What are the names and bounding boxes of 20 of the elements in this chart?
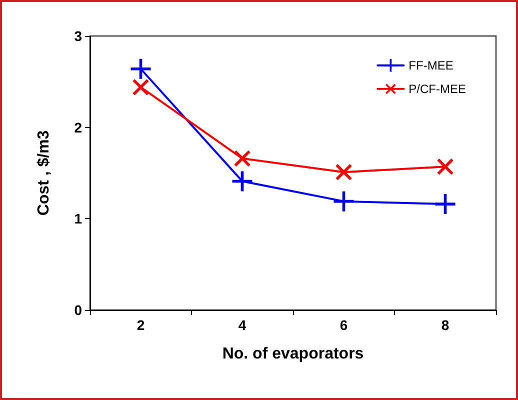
point xyxy=(334,191,354,212)
y-tick-label: 2 xyxy=(74,119,82,136)
point xyxy=(336,164,352,180)
point xyxy=(132,79,149,96)
x-tick-label: 6 xyxy=(340,317,348,333)
point xyxy=(232,171,252,192)
x-tick-label: 8 xyxy=(441,317,450,333)
x-tick-label: 4 xyxy=(238,317,246,333)
x-tick-label: 2 xyxy=(136,317,145,333)
legend-label: FF-MEE xyxy=(408,58,454,72)
point xyxy=(435,194,456,214)
point xyxy=(234,150,250,166)
y-tick-label: 0 xyxy=(74,302,82,318)
point xyxy=(437,158,454,175)
y-axis-title: Cost , $/m3 xyxy=(36,130,52,216)
x-axis-title: No. of evaporators xyxy=(222,346,364,362)
y-tick-label: 3 xyxy=(74,28,82,44)
point xyxy=(130,58,151,79)
y-tick-label: 1 xyxy=(74,210,82,227)
legend-label: P/CF-MEE xyxy=(408,82,466,96)
